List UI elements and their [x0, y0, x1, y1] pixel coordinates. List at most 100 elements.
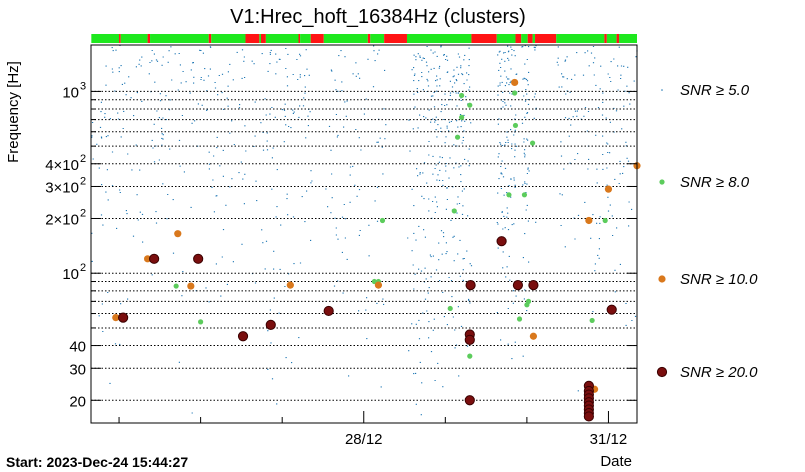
y-tick-label: 30	[69, 361, 86, 378]
point-200	[323, 305, 334, 317]
point-100	[585, 216, 593, 225]
legend-label: SNR ≥ 20.0	[680, 364, 758, 381]
point-80	[512, 122, 519, 129]
segment-on	[150, 34, 209, 43]
point-80	[454, 134, 461, 140]
point-100	[112, 313, 120, 322]
point-200	[606, 304, 617, 315]
segment-off	[616, 34, 620, 43]
segment-off	[208, 34, 212, 43]
point-100	[187, 282, 195, 290]
chart-title: V1:Hrec_hoft_16384Hz (clusters)	[230, 6, 526, 28]
segment-on	[606, 34, 617, 43]
y-tick-label: 2×10	[45, 211, 79, 228]
segment-on	[265, 34, 299, 43]
point-80	[529, 140, 536, 146]
point-80	[198, 319, 204, 325]
legend: SNR ≥ 5.0 SNR ≥ 8.0 SNR ≥ 10.0 SNR ≥ 20.0	[656, 82, 758, 381]
point-100	[529, 332, 538, 340]
segment-on	[300, 34, 311, 43]
segment-on	[120, 34, 148, 43]
y-tick-label: 4×10	[45, 157, 79, 174]
segment-on	[496, 34, 516, 43]
segment-off	[515, 34, 522, 43]
point-80	[521, 192, 528, 198]
point-200	[465, 280, 476, 291]
legend-marker	[659, 179, 665, 185]
point-200	[528, 280, 539, 291]
point-80	[451, 208, 457, 214]
segment-on	[323, 34, 368, 43]
point-80	[512, 90, 518, 96]
point-200	[265, 319, 276, 330]
segment-off	[367, 34, 371, 43]
x-axis-label: Date	[600, 453, 632, 470]
y-tick-label: 3×10	[45, 179, 79, 196]
point-100	[374, 281, 383, 289]
segment-on	[211, 34, 246, 43]
segment-on	[91, 34, 120, 43]
point-100	[174, 230, 182, 238]
segment-off	[310, 34, 324, 43]
segment-on	[532, 34, 536, 43]
y-tick-exponent: 3	[80, 80, 86, 92]
segment-on	[406, 34, 472, 43]
point-80	[173, 283, 179, 289]
legend-marker	[656, 366, 668, 378]
y-axis-label: Frequency [Hz]	[5, 61, 22, 163]
point-200	[512, 280, 524, 291]
x-tick-label: 31/12	[590, 431, 628, 448]
point-80	[467, 102, 473, 108]
segment-off	[604, 34, 607, 43]
point-200	[464, 395, 475, 406]
segment-on	[259, 34, 261, 43]
legend-marker	[658, 275, 666, 283]
point-200	[149, 253, 160, 264]
point-80	[602, 217, 608, 224]
point-200	[237, 331, 249, 342]
point-100	[511, 78, 519, 87]
segment-on	[619, 34, 637, 43]
y-tick-exponent: 2	[80, 262, 86, 274]
point-80	[371, 278, 377, 285]
point-200	[193, 253, 204, 264]
x-axis: 28/12 31/12	[118, 411, 628, 448]
point-80	[506, 192, 512, 198]
segment-bar	[91, 34, 637, 43]
segment-off	[260, 34, 266, 43]
legend-marker	[661, 89, 663, 91]
y-tick-exponent: 2	[80, 153, 86, 165]
segment-off	[119, 34, 121, 43]
segment-off	[147, 34, 151, 43]
point-200	[118, 312, 129, 323]
point-80	[516, 316, 523, 322]
legend-label: SNR ≥ 8.0	[680, 174, 750, 191]
y-tick-exponent: 2	[80, 175, 86, 187]
segment-off	[245, 34, 260, 43]
point-80	[525, 298, 532, 304]
segment-off	[384, 34, 407, 43]
legend-label: SNR ≥ 5.0	[680, 82, 750, 99]
y-tick-label: 40	[69, 339, 86, 356]
point-80	[459, 114, 465, 120]
segment-off	[471, 34, 497, 43]
point-100	[604, 185, 613, 193]
segment-off	[298, 34, 301, 43]
point-100	[286, 281, 294, 289]
grid-lines	[91, 90, 637, 401]
segment-off	[535, 34, 557, 43]
segment-on	[556, 34, 605, 43]
point-200	[583, 411, 594, 422]
y-tick-label: 10	[62, 84, 79, 101]
legend-label: SNR ≥ 10.0	[680, 271, 758, 288]
segment-on	[521, 34, 528, 43]
plot-area	[91, 45, 637, 423]
point-80	[467, 353, 473, 359]
point-200	[464, 334, 475, 345]
point-80	[459, 92, 465, 99]
x-tick-label: 28/12	[345, 431, 383, 448]
point-200	[496, 236, 507, 247]
point-80	[379, 217, 386, 224]
